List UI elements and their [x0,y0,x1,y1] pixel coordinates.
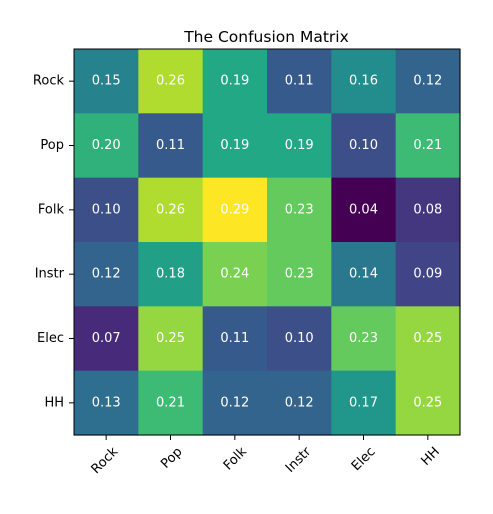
y-tick-label: Pop [40,138,64,153]
cell-value-label: 0.12 [220,395,249,410]
x-tick-label: Pop [158,444,185,471]
cell-value-label: 0.24 [220,267,249,282]
heatmap-cell [202,49,268,114]
heatmap-cell [74,242,139,307]
cell-value-label: 0.10 [285,331,314,346]
heatmap-cell [267,306,332,372]
heatmap-cell [74,49,139,114]
heatmap-cell [74,113,139,179]
cell-value-label: 0.11 [220,331,249,346]
cell-value-label: 0.10 [349,138,378,153]
x-axis: Rock Pop Folk Instr Elec HH [89,435,443,477]
cell-value-label: 0.18 [156,267,185,282]
heatmap-cells [74,49,461,436]
heatmap-cell [331,49,397,114]
cell-value-label: 0.25 [413,331,442,346]
cell-value-label: 0.23 [285,267,314,282]
cell-value-label: 0.20 [92,138,121,153]
heatmap-cell [331,177,397,243]
heatmap-cell [202,370,268,436]
cell-value-label: 0.09 [413,267,442,282]
cell-value-label: 0.07 [92,331,121,346]
heatmap-cell [202,242,268,307]
cell-value-label: 0.11 [156,138,185,153]
y-tick-label: Instr [35,267,65,282]
heatmap-cell [395,177,461,243]
heatmap-cell [202,177,268,243]
cell-value-label: 0.26 [156,202,185,217]
cell-value-label: 0.29 [220,202,249,217]
cell-value-label: 0.21 [156,395,185,410]
heatmap-cell [331,242,397,307]
y-axis: Rock Pop Folk Instr Elec HH [33,74,74,410]
cell-value-label: 0.15 [92,74,121,89]
y-tick-label: Rock [33,74,65,89]
plot-frame [73,48,461,436]
y-tick-label: Elec [37,331,64,346]
cell-value-label: 0.04 [349,202,378,217]
heatmap-cell [395,113,461,179]
heatmap-cell [267,49,332,114]
heatmap-cell [395,242,461,307]
cell-value-label: 0.17 [349,395,378,410]
heatmap-cell [202,113,268,179]
x-tick-label: Rock [89,444,122,477]
cell-value-label: 0.19 [220,74,249,89]
cell-value-label: 0.12 [285,395,314,410]
cell-value-label: 0.14 [349,267,378,282]
cell-value-label: 0.11 [285,74,314,89]
y-tick-label: HH [44,395,64,410]
heatmap-cell [74,177,139,243]
heatmap-cell [202,306,268,372]
cell-value-label: 0.19 [285,138,314,153]
cell-value-label: 0.08 [413,202,442,217]
heatmap-cell [138,113,204,179]
y-tick-label: Folk [38,202,65,217]
heatmap-cell [138,49,204,114]
heatmap-cell [267,113,332,179]
cell-value-label: 0.10 [92,202,121,217]
cell-value-label: 0.25 [413,395,442,410]
heatmap-cell [395,370,461,436]
heatmap-cell [267,370,332,436]
heatmap-cell [331,306,397,372]
heatmap-cell [138,242,204,307]
heatmap-cell [331,370,397,436]
heatmap-cell [331,113,397,179]
heatmap-cell [395,49,461,114]
cell-value-label: 0.25 [156,331,185,346]
cell-value-label: 0.21 [413,138,442,153]
x-tick-label: HH [418,444,442,468]
cell-value-label: 0.23 [349,331,378,346]
x-tick-label: Instr [283,444,315,476]
cell-value-label: 0.12 [92,267,121,282]
heatmap-cell [267,242,332,307]
cell-value-label: 0.13 [92,395,121,410]
cell-value-label: 0.23 [285,202,314,217]
x-tick-label: Elec [349,444,379,474]
heatmap-cell [267,177,332,243]
cell-value-label: 0.26 [156,74,185,89]
heatmap-cell [74,370,139,436]
cell-value-label: 0.12 [413,74,442,89]
heatmap-cell [138,177,204,243]
chart-title: The Confusion Matrix [183,28,349,46]
heatmap-cell [74,306,139,372]
cell-value-label: 0.19 [220,138,249,153]
heatmap-cell-labels: 0.15 0.26 0.19 0.11 0.16 0.12 0.20 0.11 0.19 0.19… [92,74,443,411]
x-tick-label: Folk [221,444,250,473]
cell-value-label: 0.16 [349,74,378,89]
heatmap-cell [395,306,461,372]
heatmap-cell [138,370,204,436]
heatmap-cell [138,306,204,372]
